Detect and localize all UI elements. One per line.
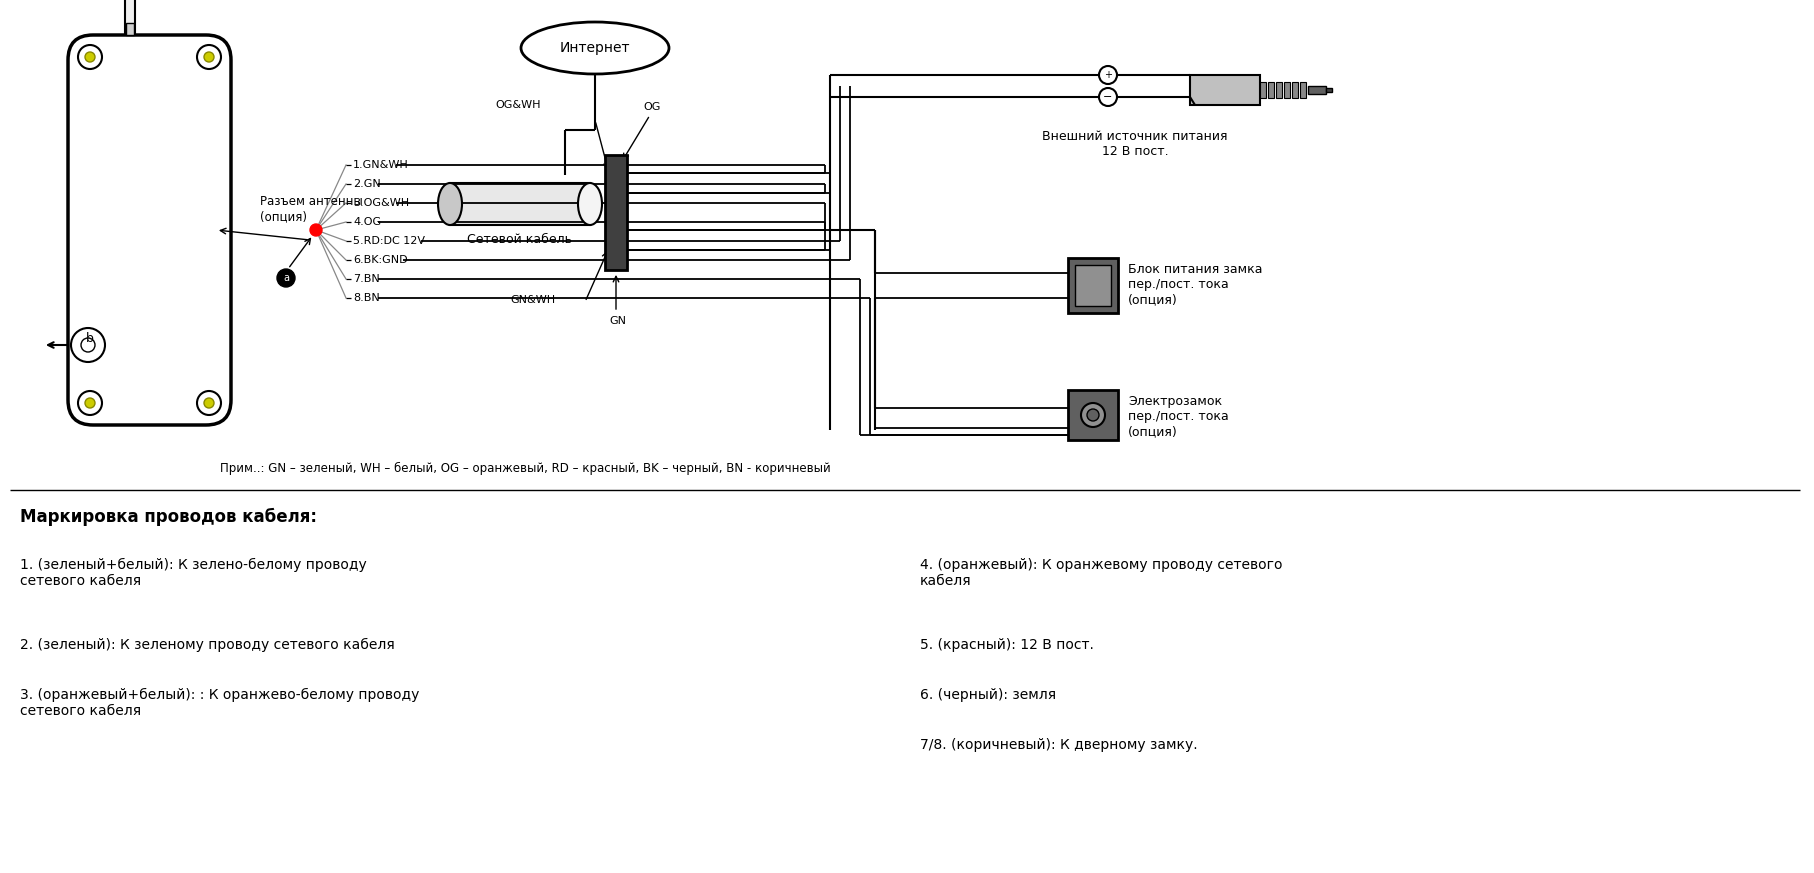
Text: 1. (зеленый+белый): К зелено-белому проводу
сетевого кабеля: 1. (зеленый+белый): К зелено-белому пров… <box>20 558 366 588</box>
Bar <box>125 0 134 35</box>
Text: OG&WH: OG&WH <box>495 100 541 110</box>
Bar <box>1259 82 1266 98</box>
Text: Электрозамок
пер./пост. тока
(опция): Электрозамок пер./пост. тока (опция) <box>1126 395 1228 438</box>
Bar <box>1067 258 1117 313</box>
Text: 5. (красный): 12 В пост.: 5. (красный): 12 В пост. <box>920 638 1094 652</box>
Ellipse shape <box>577 183 602 225</box>
Circle shape <box>78 391 102 415</box>
Bar <box>1326 88 1331 92</box>
Text: 1.GN&WH: 1.GN&WH <box>352 160 408 170</box>
Bar <box>1282 82 1290 98</box>
Text: Прим..: GN – зеленый, WH – белый, OG – оранжевый, RD – красный, BK – черный, BN : Прим..: GN – зеленый, WH – белый, OG – о… <box>219 462 831 475</box>
Circle shape <box>203 398 214 408</box>
Text: 4.OG: 4.OG <box>352 217 381 227</box>
Text: Разъем антенны
(опция): Разъем антенны (опция) <box>259 195 363 223</box>
Circle shape <box>203 52 214 62</box>
Bar <box>1308 86 1326 94</box>
Text: OG: OG <box>642 102 660 112</box>
Text: Внешний источник питания
12 В пост.: Внешний источник питания 12 В пост. <box>1041 130 1226 158</box>
Text: GN: GN <box>610 316 626 326</box>
Bar <box>1074 265 1110 306</box>
Text: 6. (черный): земля: 6. (черный): земля <box>920 688 1056 702</box>
Circle shape <box>85 52 94 62</box>
Text: 2.GN: 2.GN <box>352 179 381 189</box>
Text: 4. (оранжевый): К оранжевому проводу сетевого
кабеля: 4. (оранжевый): К оранжевому проводу сет… <box>920 558 1282 588</box>
Text: 6.BK:GND: 6.BK:GND <box>352 255 408 265</box>
Bar <box>1190 75 1259 105</box>
Circle shape <box>78 45 102 69</box>
Text: Интернет: Интернет <box>559 41 629 55</box>
Text: 5.RD:DC 12V: 5.RD:DC 12V <box>352 236 424 246</box>
Bar <box>604 155 626 270</box>
Text: GN&WH: GN&WH <box>510 295 555 305</box>
Text: 7.BN: 7.BN <box>352 274 379 284</box>
Bar <box>1299 82 1306 98</box>
Circle shape <box>85 398 94 408</box>
Bar <box>125 23 134 35</box>
Text: −: − <box>1103 92 1112 102</box>
Text: Маркировка проводов кабеля:: Маркировка проводов кабеля: <box>20 508 317 526</box>
Bar <box>1292 82 1297 98</box>
Circle shape <box>1087 409 1099 421</box>
Bar <box>1268 82 1273 98</box>
Text: Блок питания замка
пер./пост. тока
(опция): Блок питания замка пер./пост. тока (опци… <box>1126 263 1263 306</box>
Circle shape <box>198 391 221 415</box>
Text: Сетевой кабель: Сетевой кабель <box>468 233 571 246</box>
Circle shape <box>198 45 221 69</box>
Text: a: a <box>283 273 288 283</box>
Circle shape <box>82 338 94 352</box>
Bar <box>1067 390 1117 440</box>
Circle shape <box>71 328 105 362</box>
Circle shape <box>278 269 296 287</box>
Circle shape <box>1081 403 1105 427</box>
Text: b: b <box>85 333 94 346</box>
Ellipse shape <box>521 22 669 74</box>
Circle shape <box>1099 66 1116 84</box>
Text: 7/8. (коричневый): К дверному замку.: 7/8. (коричневый): К дверному замку. <box>920 738 1197 752</box>
Text: 2. (зеленый): К зеленому проводу сетевого кабеля: 2. (зеленый): К зеленому проводу сетевог… <box>20 638 394 652</box>
Text: 3.OG&WH: 3.OG&WH <box>352 198 408 208</box>
Text: 3. (оранжевый+белый): : К оранжево-белому проводу
сетевого кабеля: 3. (оранжевый+белый): : К оранжево-белом… <box>20 688 419 718</box>
Bar <box>1275 82 1281 98</box>
Ellipse shape <box>437 183 463 225</box>
Circle shape <box>310 224 321 236</box>
Bar <box>450 183 590 225</box>
Text: +: + <box>1103 70 1112 80</box>
Text: 8.BN: 8.BN <box>352 293 379 303</box>
Circle shape <box>1099 88 1116 106</box>
FancyBboxPatch shape <box>67 35 230 425</box>
